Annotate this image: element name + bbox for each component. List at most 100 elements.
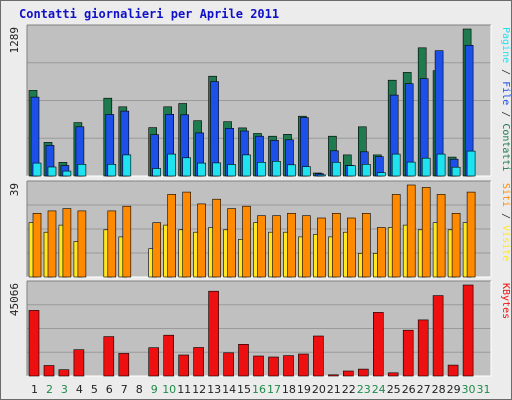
bar-pagine-day-17 bbox=[272, 161, 281, 177]
y-max-label-1: 1289 bbox=[8, 27, 21, 54]
legend-entry: KBytes bbox=[500, 283, 511, 319]
bar-pagine-day-7 bbox=[122, 154, 132, 177]
bar-siti-day-2 bbox=[47, 210, 57, 278]
bar-kbytes-day-11 bbox=[178, 354, 189, 377]
legend-entry: Contatti bbox=[500, 123, 511, 171]
x-tick-label-day-13: 13 bbox=[207, 383, 221, 396]
bar-siti-day-28 bbox=[436, 194, 446, 278]
bar-siti-day-19 bbox=[302, 215, 311, 278]
bar-kbytes-day-28 bbox=[432, 295, 444, 377]
x-tick-label-day-25: 25 bbox=[387, 383, 401, 396]
bar-siti-day-16 bbox=[257, 215, 266, 278]
x-tick-label-day-23: 23 bbox=[357, 383, 371, 396]
x-tick-label-day-11: 11 bbox=[177, 383, 191, 396]
bar-siti-day-29 bbox=[451, 213, 461, 278]
bar-kbytes-day-13 bbox=[208, 290, 219, 377]
x-tick-label-day-29: 29 bbox=[447, 383, 461, 396]
bar-siti-day-3 bbox=[62, 208, 72, 278]
bar-siti-day-7 bbox=[122, 205, 132, 278]
bar-siti-day-18 bbox=[287, 213, 296, 278]
bar-kbytes-day-27 bbox=[417, 319, 429, 377]
bar-kbytes-day-10 bbox=[163, 334, 174, 377]
bar-pagine-day-3 bbox=[62, 170, 72, 177]
bar-pagine-day-10 bbox=[167, 153, 176, 177]
bar-kbytes-day-26 bbox=[402, 329, 414, 377]
x-tick-label-day-30: 30 bbox=[462, 383, 476, 396]
bar-kbytes-day-25 bbox=[387, 372, 399, 377]
series-legend-2: Siti / Visite bbox=[500, 183, 511, 261]
x-tick-label-day-16: 16 bbox=[252, 383, 266, 396]
x-tick-label-day-22: 22 bbox=[342, 383, 356, 396]
bar-siti-day-13 bbox=[212, 198, 221, 278]
bar-kbytes-day-1 bbox=[28, 310, 40, 377]
bar-kbytes-day-29 bbox=[447, 364, 459, 377]
bar-pagine-day-18 bbox=[287, 164, 296, 177]
bar-pagine-day-28 bbox=[436, 153, 446, 177]
bar-kbytes-day-9 bbox=[148, 347, 159, 377]
x-tick-label-day-10: 10 bbox=[162, 383, 176, 396]
bar-kbytes-day-18 bbox=[283, 355, 294, 377]
bar-siti-day-4 bbox=[77, 210, 87, 278]
bar-pagine-day-23 bbox=[361, 164, 371, 177]
bar-kbytes-day-19 bbox=[298, 353, 309, 377]
legend-entry: Siti bbox=[500, 183, 511, 207]
x-tick-label-day-26: 26 bbox=[402, 383, 416, 396]
bar-pagine-day-6 bbox=[107, 164, 117, 177]
x-tick-label-day-19: 19 bbox=[297, 383, 311, 396]
bar-kbytes-day-30 bbox=[462, 284, 474, 377]
x-tick-label-day-3: 3 bbox=[61, 383, 68, 396]
bar-pagine-day-20 bbox=[317, 174, 326, 177]
bar-pagine-day-30 bbox=[466, 150, 476, 177]
series-legend-1: Pagine / File / Contatti bbox=[500, 27, 511, 172]
bar-file-day-13 bbox=[210, 81, 219, 177]
bar-kbytes-day-3 bbox=[58, 369, 70, 377]
bar-pagine-day-27 bbox=[421, 157, 431, 177]
x-tick-label-day-27: 27 bbox=[417, 383, 431, 396]
bar-pagine-day-1 bbox=[32, 162, 42, 177]
bar-pagine-day-15 bbox=[242, 154, 251, 177]
bar-kbytes-day-12 bbox=[193, 347, 204, 377]
bar-pagine-day-21 bbox=[332, 162, 341, 177]
bar-kbytes-day-23 bbox=[357, 368, 369, 377]
bar-siti-day-17 bbox=[272, 215, 281, 278]
bar-siti-day-15 bbox=[242, 205, 251, 278]
y-max-label-2: 39 bbox=[8, 183, 21, 196]
bar-kbytes-day-16 bbox=[253, 355, 264, 377]
x-tick-label-day-31: 31 bbox=[477, 383, 491, 396]
bar-kbytes-day-7 bbox=[118, 353, 130, 377]
bar-pagine-day-13 bbox=[212, 162, 221, 177]
bar-pagine-day-16 bbox=[257, 162, 266, 177]
bar-pagine-day-11 bbox=[182, 157, 191, 177]
bar-siti-day-27 bbox=[421, 187, 431, 278]
bar-siti-day-24 bbox=[376, 227, 386, 278]
bar-pagine-day-26 bbox=[406, 161, 416, 177]
bar-siti-day-1 bbox=[32, 213, 42, 278]
bar-siti-day-6 bbox=[107, 210, 117, 278]
bar-kbytes-day-14 bbox=[223, 352, 234, 377]
series-legend-3: KBytes bbox=[500, 283, 511, 319]
legend-entry: / bbox=[500, 207, 511, 225]
x-tick-label-day-12: 12 bbox=[192, 383, 206, 396]
x-tick-label-day-8: 8 bbox=[136, 383, 143, 396]
x-tick-label-day-4: 4 bbox=[76, 383, 83, 396]
bar-siti-day-9 bbox=[152, 222, 161, 278]
legend-entry: Pagine bbox=[500, 27, 511, 63]
bar-kbytes-day-24 bbox=[372, 312, 384, 377]
bar-siti-day-10 bbox=[167, 194, 176, 278]
x-tick-label-day-5: 5 bbox=[91, 383, 98, 396]
x-tick-label-day-20: 20 bbox=[312, 383, 326, 396]
legend-entry: / bbox=[500, 63, 511, 81]
bar-pagine-day-12 bbox=[197, 162, 206, 177]
x-tick-label-day-15: 15 bbox=[237, 383, 251, 396]
bar-pagine-day-29 bbox=[451, 166, 461, 177]
bar-siti-day-12 bbox=[197, 203, 206, 278]
bar-kbytes-day-21 bbox=[328, 374, 339, 377]
x-tick-label-day-28: 28 bbox=[432, 383, 446, 396]
x-tick-label-day-7: 7 bbox=[121, 383, 128, 396]
bar-siti-day-20 bbox=[317, 217, 326, 278]
x-tick-label-day-2: 2 bbox=[46, 383, 53, 396]
x-tick-label-day-9: 9 bbox=[151, 383, 158, 396]
x-tick-label-day-21: 21 bbox=[327, 383, 341, 396]
bar-pagine-day-25 bbox=[391, 153, 401, 177]
